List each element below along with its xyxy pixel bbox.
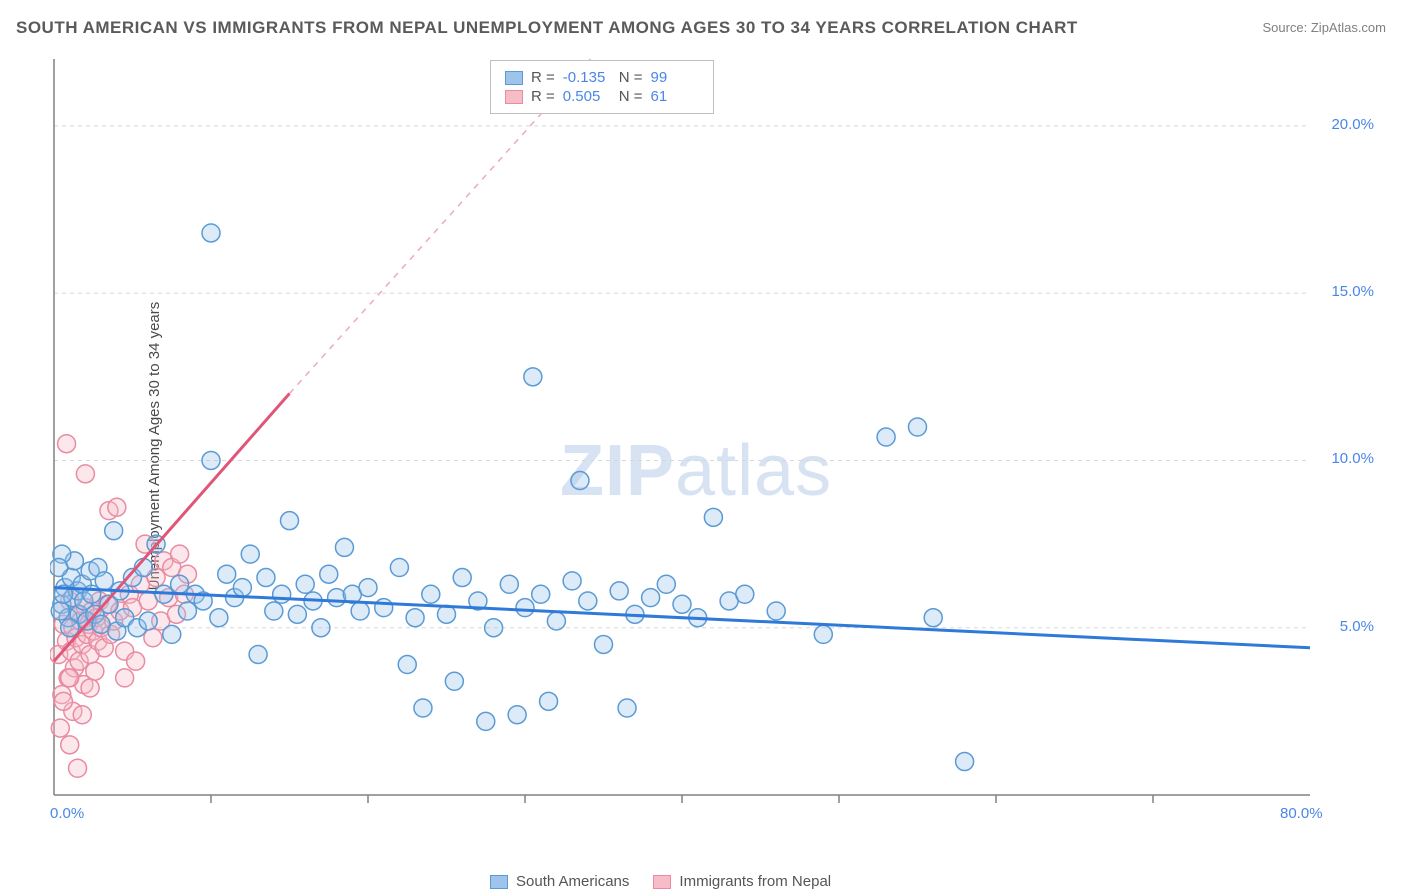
scatter-plot: 5.0% 10.0% 15.0% 20.0% 0.0% 80.0%: [50, 55, 1380, 825]
source-value: ZipAtlas.com: [1311, 20, 1386, 35]
legend-item-2: Immigrants from Nepal: [653, 873, 831, 890]
source-attribution: Source: ZipAtlas.com: [1262, 20, 1386, 35]
legend-label-1: South Americans: [516, 873, 629, 890]
stats-n-label: N =: [619, 88, 643, 105]
stats-n-value-1: 99: [651, 69, 699, 86]
swatch-series2: [505, 90, 523, 104]
y-tick-label: 10.0%: [1331, 450, 1374, 467]
legend-label-2: Immigrants from Nepal: [679, 873, 831, 890]
plot-svg: [50, 55, 1380, 825]
bottom-legend: South Americans Immigrants from Nepal: [490, 873, 831, 890]
source-label: Source:: [1262, 20, 1310, 35]
stats-n-value-2: 61: [651, 88, 699, 105]
y-tick-label: 20.0%: [1331, 116, 1374, 133]
correlation-stats-box: R = -0.135 N = 99 R = 0.505 N = 61: [490, 60, 714, 114]
stats-r-label: R =: [531, 69, 555, 86]
x-tick-label: 0.0%: [50, 805, 84, 822]
stats-r-value-2: 0.505: [563, 88, 611, 105]
swatch-series1: [505, 71, 523, 85]
stats-row-series2: R = 0.505 N = 61: [505, 88, 699, 105]
stats-row-series1: R = -0.135 N = 99: [505, 69, 699, 86]
legend-swatch-1: [490, 875, 508, 889]
y-tick-label: 5.0%: [1340, 618, 1374, 635]
y-tick-label: 15.0%: [1331, 283, 1374, 300]
stats-r-value-1: -0.135: [563, 69, 611, 86]
stats-r-label: R =: [531, 88, 555, 105]
legend-item-1: South Americans: [490, 873, 629, 890]
chart-title: SOUTH AMERICAN VS IMMIGRANTS FROM NEPAL …: [16, 18, 1078, 38]
stats-n-label: N =: [619, 69, 643, 86]
x-tick-label: 80.0%: [1280, 805, 1323, 822]
legend-swatch-2: [653, 875, 671, 889]
